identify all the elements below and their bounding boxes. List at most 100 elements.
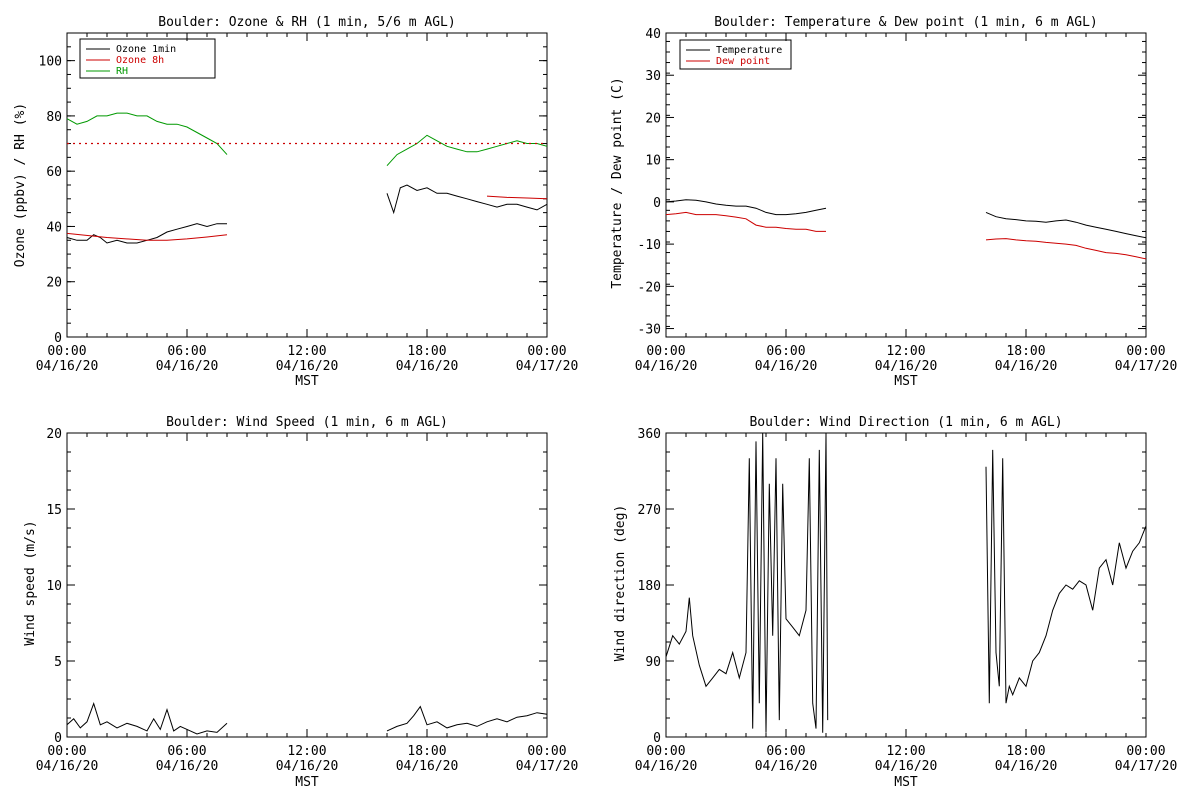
p2-xtick-time-3: 18:00	[407, 744, 446, 759]
p0-xtick-date-4: 04/17/20	[516, 359, 579, 374]
p3-xtick-time-2: 12:00	[886, 744, 925, 759]
p1-ytick-label-3: 0	[653, 196, 661, 211]
p2-xtick-time-0: 00:00	[47, 744, 86, 759]
p1-ytick-label-7: 40	[645, 27, 661, 42]
p1-xtick-time-1: 06:00	[766, 344, 805, 359]
p0-xtick-time-1: 06:00	[167, 344, 206, 359]
p0-ytick-label-2: 40	[46, 220, 62, 235]
p2-title: Boulder: Wind Speed (1 min, 6 m AGL)	[166, 415, 448, 430]
p3-ytick-label-4: 360	[638, 427, 661, 442]
p1-xlabel: MST	[894, 374, 918, 389]
p1-legend: Temperature Dew point	[679, 39, 792, 70]
p1-plot-frame	[665, 32, 1147, 338]
p2-ytick-label-2: 10	[46, 579, 62, 594]
p0-series-0-segment-1	[386, 184, 548, 215]
p1-series-1-segment-1	[985, 238, 1147, 260]
p2-series-0-segment-1	[386, 705, 548, 732]
p1-xtick-time-3: 18:00	[1006, 344, 1045, 359]
p3-xtick-date-4: 04/17/20	[1115, 759, 1178, 774]
p0-xtick-time-3: 18:00	[407, 344, 446, 359]
p3-ytick-label-3: 270	[638, 503, 661, 518]
p3-title: Boulder: Wind Direction (1 min, 6 m AGL)	[749, 415, 1062, 430]
p3-xtick-date-3: 04/16/20	[995, 759, 1058, 774]
p2-ytick-label-0: 0	[54, 731, 62, 746]
p0-series-1-segment-0	[66, 232, 228, 241]
p0-series-2-segment-0	[66, 112, 228, 155]
p1-xtick-date-2: 04/16/20	[875, 359, 938, 374]
p3-ylabel: Wind direction (deg)	[613, 505, 628, 662]
p1-ytick-label-2: -10	[638, 238, 661, 253]
p0-xtick-date-0: 04/16/20	[36, 359, 99, 374]
p2-xtick-time-2: 12:00	[287, 744, 326, 759]
p0-ylabel: Ozone (ppbv) / RH (%)	[13, 103, 28, 267]
p0-legend-label-2: RH	[116, 66, 128, 77]
p1-xtick-time-0: 00:00	[646, 344, 685, 359]
p3-ytick-label-2: 180	[638, 579, 661, 594]
p3-series-0-segment-1	[985, 449, 1147, 704]
p2-ytick-label-3: 15	[46, 503, 62, 518]
p1-series-1-segment-0	[665, 211, 826, 232]
p0-xtick-date-1: 04/16/20	[156, 359, 219, 374]
p0-xtick-date-3: 04/16/20	[396, 359, 459, 374]
p0-xlabel: MST	[295, 374, 319, 389]
p3-xtick-date-0: 04/16/20	[635, 759, 698, 774]
p2-plot-frame	[66, 432, 548, 738]
p1-ytick-label-5: 20	[645, 111, 661, 126]
p2-series-0-segment-0	[66, 702, 228, 735]
p0-ytick-label-0: 0	[54, 331, 62, 346]
p2-ytick-label-1: 5	[54, 655, 62, 670]
p3-ytick-label-0: 0	[653, 731, 661, 746]
p3-xtick-date-1: 04/16/20	[755, 759, 818, 774]
p3-xtick-time-4: 00:00	[1126, 744, 1165, 759]
p1-xtick-date-0: 04/16/20	[635, 359, 698, 374]
p1-legend-label-0: Temperature	[716, 45, 782, 56]
p2-xtick-date-3: 04/16/20	[396, 759, 459, 774]
p0-xtick-date-2: 04/16/20	[276, 359, 339, 374]
p0-ytick-label-1: 20	[46, 276, 62, 291]
p0-ytick-label-4: 80	[46, 110, 62, 125]
p1-ytick-label-6: 30	[645, 69, 661, 84]
p0-legend-label-1: Ozone 8h	[116, 55, 164, 66]
p2-xtick-date-4: 04/17/20	[516, 759, 579, 774]
p2-xtick-date-1: 04/16/20	[156, 759, 219, 774]
p0-series-1-segment-1	[486, 195, 548, 200]
p1-series-0-segment-0	[665, 199, 827, 216]
p1-xtick-time-2: 12:00	[886, 344, 925, 359]
p0-legend-label-0: Ozone 1min	[116, 44, 176, 55]
p1-xtick-time-4: 00:00	[1126, 344, 1165, 359]
p3-xtick-time-0: 00:00	[646, 744, 685, 759]
p2-xtick-date-0: 04/16/20	[36, 759, 99, 774]
p1-title: Boulder: Temperature & Dew point (1 min,…	[714, 15, 1098, 30]
p0-ytick-label-3: 60	[46, 165, 62, 180]
p0-plot-frame	[66, 32, 548, 338]
p1-legend-label-1: Dew point	[716, 56, 770, 67]
p2-ytick-label-4: 20	[46, 427, 62, 442]
p3-ytick-label-1: 90	[645, 655, 661, 670]
p0-ytick-label-5: 100	[39, 55, 62, 70]
p2-xtick-time-1: 06:00	[167, 744, 206, 759]
p0-series-2-segment-1	[386, 134, 548, 167]
p3-plot-frame	[665, 432, 1147, 738]
p0-title: Boulder: Ozone & RH (1 min, 5/6 m AGL)	[158, 15, 455, 30]
p2-xlabel: MST	[295, 775, 319, 790]
p1-xtick-date-1: 04/16/20	[755, 359, 818, 374]
p3-xtick-time-3: 18:00	[1006, 744, 1045, 759]
p3-xlabel: MST	[894, 775, 918, 790]
p3-xtick-date-2: 04/16/20	[875, 759, 938, 774]
p0-xtick-time-2: 12:00	[287, 344, 326, 359]
p1-xtick-date-4: 04/17/20	[1115, 359, 1178, 374]
p2-xtick-time-4: 00:00	[527, 744, 566, 759]
p3-xtick-time-1: 06:00	[766, 744, 805, 759]
p1-ytick-label-0: -30	[638, 323, 661, 338]
p0-legend: Ozone 1min Ozone 8h RH	[79, 38, 216, 79]
p0-xtick-time-0: 00:00	[47, 344, 86, 359]
p1-ytick-label-4: 10	[645, 154, 661, 169]
p2-ylabel: Wind speed (m/s)	[23, 520, 38, 645]
p0-xtick-time-4: 00:00	[527, 344, 566, 359]
p3-series-0-segment-0	[665, 432, 829, 733]
p1-xtick-date-3: 04/16/20	[995, 359, 1058, 374]
p1-ylabel: Temperature / Dew point (C)	[610, 77, 625, 288]
p2-xtick-date-2: 04/16/20	[276, 759, 339, 774]
p1-legend-box	[679, 39, 792, 70]
